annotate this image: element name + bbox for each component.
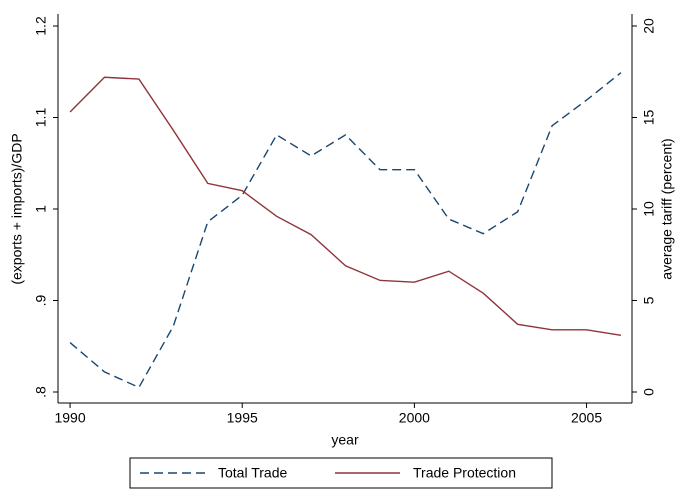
- legend-label: Trade Protection: [413, 465, 516, 481]
- y-tick-label: 1.2: [33, 16, 49, 36]
- y-tick-label: 1.1: [33, 108, 49, 128]
- y-tick-label: .8: [33, 386, 49, 398]
- y-tick-label: 1: [33, 205, 49, 213]
- y2-tick-label: 20: [641, 18, 657, 34]
- x-axis-title: year: [331, 432, 359, 448]
- legend-label: Total Trade: [218, 465, 287, 481]
- x-tick-label: 2000: [399, 410, 430, 426]
- series-line: [69, 76, 622, 336]
- y2-tick-label: 5: [641, 296, 657, 304]
- y2-tick-label: 10: [641, 201, 657, 217]
- y2-tick-label: 0: [641, 388, 657, 396]
- y-axis-title: (exports + imports)/GDP: [9, 133, 25, 284]
- y2-tick-label: 15: [641, 110, 657, 126]
- x-tick-label: 1990: [54, 410, 85, 426]
- series-line: [69, 72, 622, 389]
- x-tick-label: 1995: [227, 410, 258, 426]
- y2-axis-title: average tariff (percent): [659, 138, 675, 279]
- y-tick-label: .9: [33, 294, 49, 306]
- x-tick-label: 2005: [571, 410, 602, 426]
